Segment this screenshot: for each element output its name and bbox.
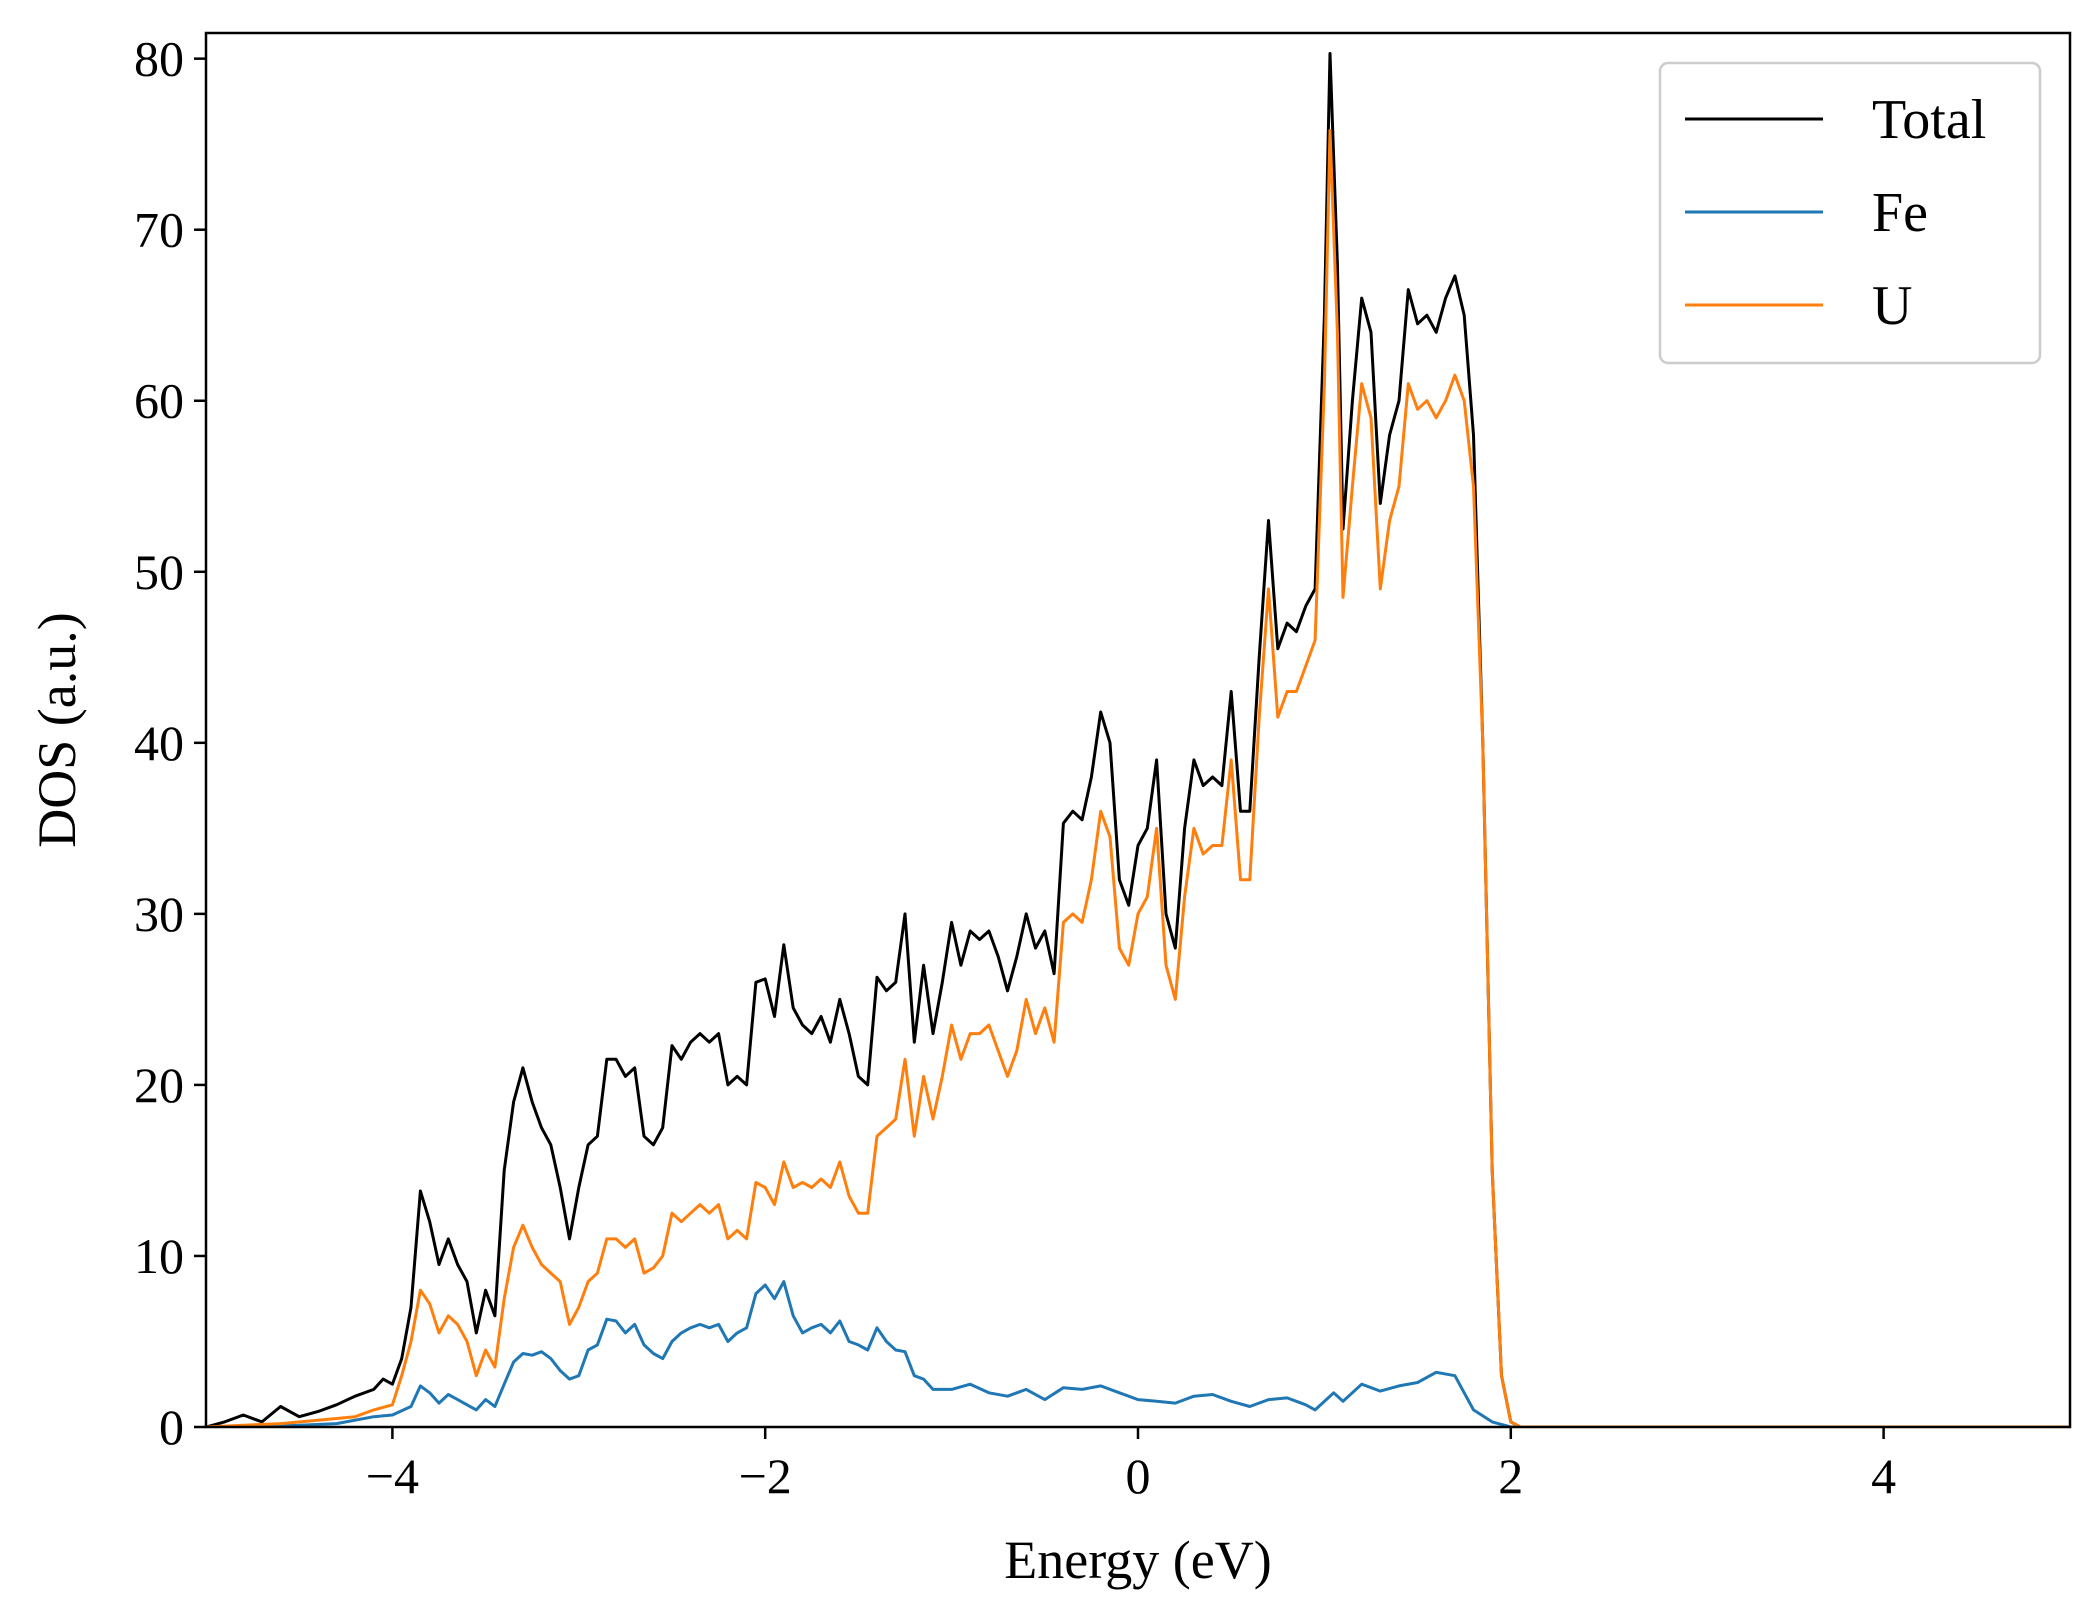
x-axis: −4 −2 0 2 4 [366, 1427, 1896, 1504]
legend: Total Fe U [1658, 61, 2042, 365]
y-tick-label: 20 [134, 1057, 184, 1113]
legend-label-total: Total [1872, 89, 1986, 151]
y-axis: 0 10 20 30 40 50 60 70 80 [134, 31, 206, 1455]
y-tick-label: 80 [134, 31, 184, 87]
y-tick-label: 0 [159, 1399, 184, 1455]
legend-label-u: U [1872, 275, 1912, 337]
y-tick-label: 10 [134, 1228, 184, 1284]
y-tick-label: 40 [134, 715, 184, 771]
series-layer [206, 52, 2070, 1427]
series-line-total [206, 52, 2070, 1427]
y-axis-title: DOS (a.u.) [27, 612, 87, 847]
y-tick-label: 70 [134, 202, 184, 258]
series-line-u [206, 129, 2070, 1427]
series-line-fe [206, 1280, 2070, 1427]
x-tick-label: 0 [1126, 1448, 1151, 1504]
x-tick-label: −4 [366, 1448, 419, 1504]
x-tick-label: 2 [1498, 1448, 1523, 1504]
x-tick-label: −2 [739, 1448, 792, 1504]
legend-box [1658, 61, 2042, 365]
y-tick-label: 60 [134, 373, 184, 429]
x-tick-label: 4 [1871, 1448, 1896, 1504]
x-axis-title: Energy (eV) [1004, 1530, 1271, 1590]
y-tick-label: 50 [134, 544, 184, 600]
legend-label-fe: Fe [1872, 182, 1928, 244]
y-tick-label: 30 [134, 886, 184, 942]
